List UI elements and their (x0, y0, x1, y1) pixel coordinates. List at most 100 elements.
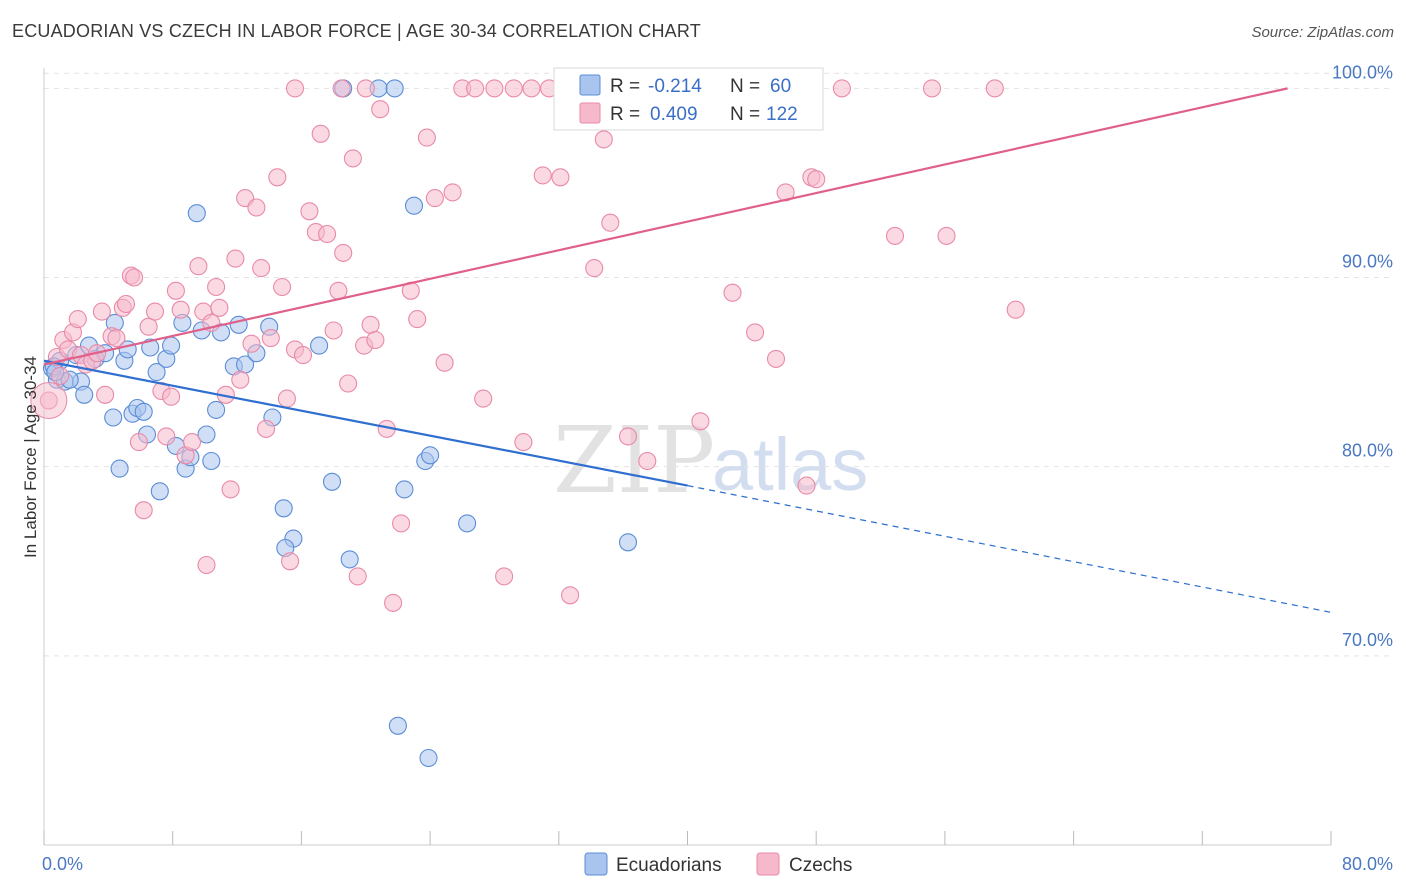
czechs-point-25 (162, 387, 181, 406)
czechs-point-86 (561, 586, 580, 605)
trend-lines (43, 87, 1332, 613)
ecuadorians-point-21 (150, 482, 169, 501)
ecuadorians-point-35 (229, 315, 248, 334)
czechs-point-72 (425, 189, 444, 208)
czechs-point-76 (466, 79, 485, 98)
czechs-point-114 (885, 226, 905, 245)
czechs-points (30, 79, 1025, 612)
legend-swatch-czechs (579, 102, 601, 124)
ecuadorians-point-31 (202, 451, 221, 471)
ecuadorians-point-50 (395, 480, 414, 499)
legend-r-label-1: R = (610, 76, 640, 97)
ecuadorians-point-53 (421, 446, 440, 465)
czechs-point-20 (134, 501, 153, 520)
axes (43, 68, 1332, 846)
czechs-point-24 (157, 427, 176, 446)
czechs-point-107 (766, 349, 786, 368)
czechs-point-89 (585, 259, 604, 278)
correlation-legend: R = -0.214 N = 60 R = 0.409 N = 122 (553, 67, 824, 131)
ecuadorians-point-54 (458, 514, 477, 533)
czechs-point-44 (256, 419, 276, 438)
czechs-point-65 (371, 100, 390, 119)
legend-r-value-1: -0.214 (648, 76, 702, 97)
czechs-point-71 (417, 128, 436, 147)
ecuadorians-point-6 (75, 385, 94, 404)
ecuadorians-point-30 (197, 425, 216, 444)
czechs-point-45 (261, 329, 280, 348)
x-tick-max: 80.0% (1342, 854, 1393, 874)
bottom-legend-swatch-czechs (756, 852, 780, 876)
x-tick-min: 0.0% (42, 854, 83, 874)
ecuadorians-point-17 (134, 402, 153, 421)
czechs-point-116 (937, 226, 956, 245)
series-legend: Ecuadorians Czechs (584, 852, 852, 876)
ecuadorians-point-23 (162, 336, 181, 355)
watermark: ZIP atlas (553, 407, 868, 514)
ecuadorians-point-20 (147, 363, 166, 382)
czechs-point-64 (366, 330, 385, 350)
czechs-point-91 (601, 213, 620, 232)
czechs-point-100 (691, 412, 710, 431)
ecuadorians-trend-line (43, 359, 688, 487)
czechs-point-39 (231, 370, 250, 389)
czechs-point-93 (618, 427, 638, 446)
watermark-zip: ZIP (553, 407, 715, 514)
legend-r-value-2: 0.409 (650, 104, 698, 125)
chart-title: ECUADORIAN VS CZECH IN LABOR FORCE | AGE… (12, 21, 701, 41)
ecuadorians-point-49 (388, 716, 407, 735)
czechs-point-110 (797, 476, 816, 495)
czechs-point-21 (139, 317, 158, 336)
czechs-point-29 (182, 433, 202, 452)
czechs-point-121 (332, 79, 351, 98)
czechs-point-118 (1006, 300, 1025, 319)
czechs-point-70 (408, 310, 427, 329)
czechs-point-58 (334, 243, 353, 262)
czechs-point-14 (107, 329, 126, 348)
ecuadorians-point-19 (141, 338, 160, 357)
czechs-point-68 (392, 514, 411, 533)
czechs-point-34 (207, 277, 226, 297)
czechs-point-54 (311, 124, 330, 143)
czechs-point-11 (92, 302, 111, 321)
ecuadorians-point-28 (187, 204, 206, 223)
legend-n-label-2: N = (730, 104, 760, 125)
czechs-point-47 (273, 277, 292, 297)
legend-n-value-1: 60 (770, 76, 791, 97)
czechs-point-18 (125, 268, 144, 287)
czechs-point-95 (638, 451, 657, 471)
czechs-point-46 (268, 168, 287, 187)
czechs-point-49 (281, 552, 300, 571)
czechs-point-48 (277, 389, 296, 408)
y-tick-label-0: 70.0% (1342, 630, 1393, 650)
bottom-legend-czechs: Czechs (789, 855, 852, 876)
bottom-legend-swatch-ecuadorians (584, 852, 608, 876)
ecuadorians-point-43 (310, 336, 329, 355)
czechs-point-103 (723, 283, 742, 302)
czechs-point-67 (384, 593, 403, 612)
czechs-point-105 (746, 323, 765, 342)
ecuadorians-point-56 (419, 748, 438, 768)
czechs-point-large (30, 381, 68, 419)
czechs-trend-line (43, 87, 1288, 366)
czechs-point-35 (210, 298, 229, 317)
czechs-point-119 (285, 79, 305, 98)
czechs-point-120 (356, 79, 375, 98)
czechs-point-19 (129, 433, 148, 452)
czechs-point-38 (226, 249, 245, 268)
czechs-point-32 (197, 555, 216, 575)
ecuadorians-point-46 (340, 550, 359, 569)
czechs-point-113 (832, 79, 851, 98)
y-tick-label-3: 100.0% (1332, 62, 1393, 82)
legend-r-label-2: R = (610, 104, 640, 125)
czechs-point-85 (551, 168, 570, 187)
czechs-point-80 (504, 79, 523, 98)
czechs-point-81 (514, 433, 533, 452)
czechs-point-43 (252, 259, 271, 278)
czechs-point-117 (985, 79, 1004, 98)
czechs-point-27 (171, 300, 190, 319)
czechs-point-37 (221, 480, 240, 499)
czechs-point-22 (145, 302, 165, 321)
czechs-point-77 (474, 389, 493, 408)
czechs-point-16 (116, 294, 136, 314)
ecuadorians-point-51 (404, 196, 424, 215)
